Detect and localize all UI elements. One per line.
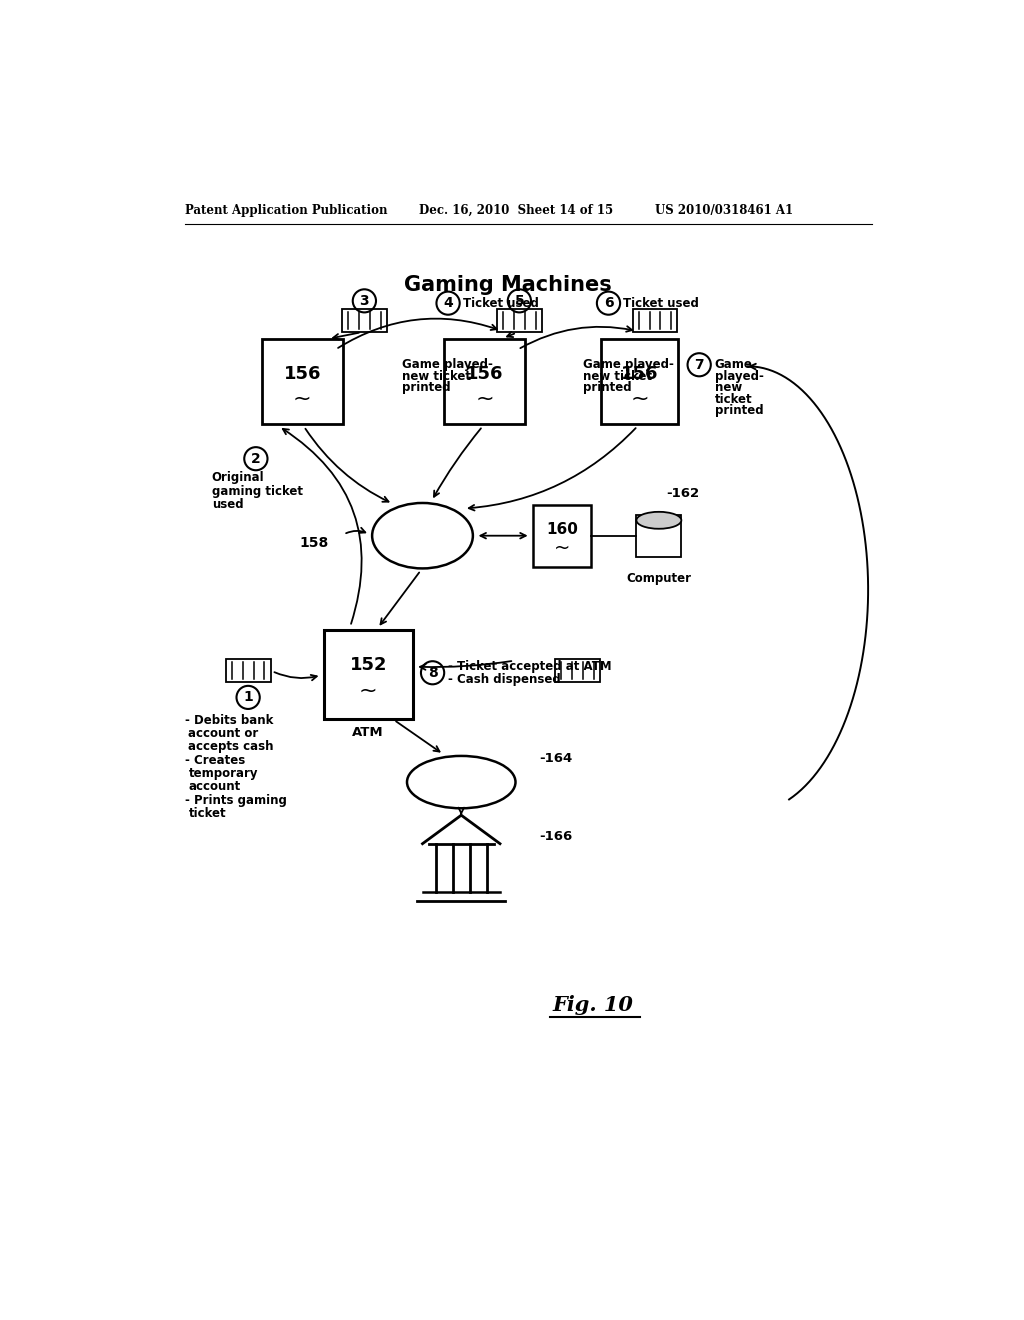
Text: ~: ~ [554, 539, 570, 557]
Bar [324, 630, 413, 718]
Text: 6: 6 [604, 296, 613, 310]
Bar [633, 309, 678, 331]
Text: Computer: Computer [627, 572, 691, 585]
Text: Game: Game [715, 358, 753, 371]
Ellipse shape [636, 512, 681, 529]
Bar [555, 659, 600, 682]
Text: - Prints gaming: - Prints gaming [184, 795, 287, 807]
Bar [532, 506, 591, 566]
Text: 152: 152 [349, 656, 387, 675]
Ellipse shape [372, 503, 473, 569]
Text: account: account [188, 780, 241, 793]
Bar [601, 339, 678, 424]
Text: 8: 8 [428, 665, 437, 680]
Text: ticket: ticket [715, 393, 753, 407]
Text: Original: Original [212, 471, 264, 484]
Text: 4: 4 [443, 296, 453, 310]
Text: Dec. 16, 2010  Sheet 14 of 15: Dec. 16, 2010 Sheet 14 of 15 [419, 205, 612, 218]
Text: ~: ~ [293, 388, 311, 409]
Text: new ticket: new ticket [401, 370, 471, 383]
Text: ~: ~ [475, 388, 494, 409]
Text: temporary: temporary [188, 767, 258, 780]
Text: 160: 160 [546, 521, 578, 537]
Ellipse shape [407, 756, 515, 808]
Text: - Debits bank: - Debits bank [184, 714, 273, 727]
Text: 1: 1 [244, 690, 253, 705]
Text: gaming ticket: gaming ticket [212, 484, 303, 498]
Text: - Creates: - Creates [184, 754, 245, 767]
Text: ticket: ticket [188, 807, 226, 820]
Text: used: used [212, 498, 244, 511]
Text: - Cash dispensed: - Cash dispensed [449, 673, 561, 686]
Text: 158: 158 [299, 536, 329, 550]
Text: Ticket used: Ticket used [624, 297, 699, 310]
Bar [443, 339, 525, 424]
Text: -166: -166 [539, 829, 572, 842]
Text: 156: 156 [466, 366, 503, 383]
Text: 5: 5 [514, 294, 524, 308]
Text: account or: account or [188, 727, 259, 741]
Text: Game played-: Game played- [583, 358, 674, 371]
Text: Patent Application Publication: Patent Application Publication [184, 205, 387, 218]
Bar [342, 309, 387, 331]
Text: 156: 156 [284, 366, 322, 383]
Bar [262, 339, 343, 424]
Text: 156: 156 [621, 366, 658, 383]
Text: printed: printed [401, 381, 451, 395]
Text: printed: printed [715, 404, 763, 417]
Text: Ticket used: Ticket used [463, 297, 539, 310]
Text: Game played-: Game played- [401, 358, 493, 371]
Text: 7: 7 [694, 358, 703, 372]
Text: new: new [715, 381, 742, 395]
Bar [497, 309, 542, 331]
Text: 3: 3 [359, 294, 370, 308]
Text: -162: -162 [667, 487, 699, 500]
Text: ATM: ATM [352, 726, 384, 739]
Text: - Ticket accepted at ATM: - Ticket accepted at ATM [449, 660, 611, 673]
Text: played-: played- [715, 370, 764, 383]
Text: -164: -164 [539, 752, 572, 766]
Text: Gaming Machines: Gaming Machines [403, 276, 611, 296]
Text: ~: ~ [359, 681, 378, 701]
Bar [636, 515, 681, 557]
Text: 2: 2 [251, 451, 261, 466]
Bar [225, 659, 270, 682]
Text: ~: ~ [630, 388, 649, 409]
Text: new ticket: new ticket [583, 370, 652, 383]
Text: US 2010/0318461 A1: US 2010/0318461 A1 [655, 205, 794, 218]
Text: Fig. 10: Fig. 10 [553, 995, 634, 1015]
Text: printed: printed [583, 381, 632, 395]
Text: accepts cash: accepts cash [188, 741, 274, 754]
